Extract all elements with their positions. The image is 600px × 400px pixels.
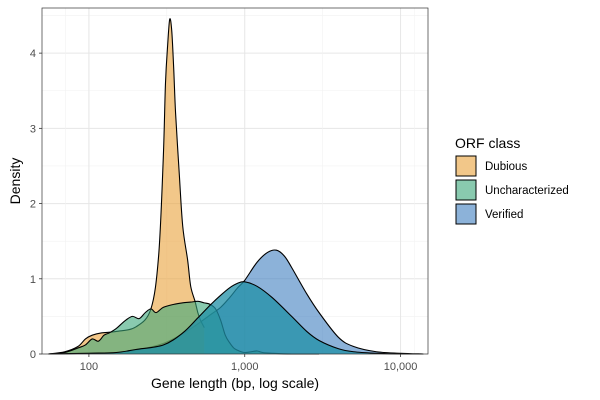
x-axis-ticks: 100 1,000 10,000 (80, 354, 418, 373)
x-tick-label: 1,000 (231, 361, 259, 373)
y-tick-label: 2 (30, 199, 36, 211)
y-axis-ticks: 0 1 2 3 4 (30, 48, 42, 361)
legend-title: ORF class (455, 135, 520, 151)
legend-key-uncharacterized (455, 179, 477, 201)
legend-key-verified (455, 203, 477, 225)
x-axis-title: Gene length (bp, log scale) (151, 375, 319, 391)
y-tick-label: 3 (30, 123, 36, 135)
y-tick-label: 4 (30, 48, 36, 60)
density-line-dubious (48, 18, 205, 355)
plot-panel-border (41, 7, 429, 355)
legend-label-uncharacterized: Uncharacterized (485, 185, 569, 197)
y-tick-label: 1 (30, 274, 36, 286)
legend-label-verified: Verified (485, 209, 523, 221)
density-area-density-overall (48, 281, 424, 354)
density-areas (48, 18, 424, 355)
y-axis-title: Density (7, 158, 23, 205)
y-tick-label: 0 (30, 349, 36, 361)
legend: ORF class Dubious Uncharacterized Verified (455, 135, 569, 225)
x-tick-label: 10,000 (384, 361, 418, 373)
legend-label-dubious: Dubious (485, 161, 527, 173)
x-tick-label: 100 (80, 361, 98, 373)
density-line-density-overall (48, 281, 424, 355)
legend-key-dubious (455, 155, 477, 177)
density-area-uncharacterized (48, 301, 320, 354)
